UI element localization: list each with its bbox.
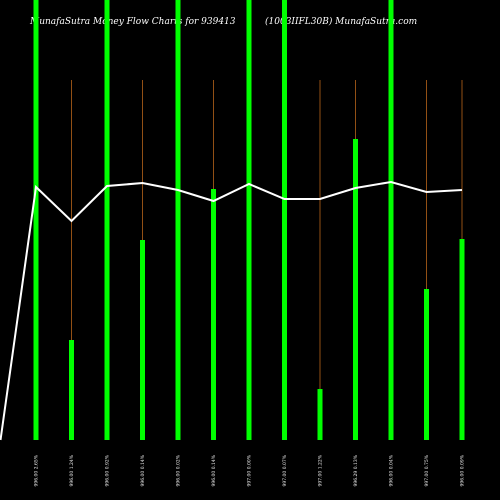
bar <box>388 0 394 440</box>
bar <box>211 189 216 440</box>
x-tick-label: 997.00 0.75% <box>424 454 430 486</box>
x-tick-label: 996.29 0.13% <box>353 454 359 486</box>
chart-title: MunafaSutra Money Flow Charts for 939413 <box>29 17 236 27</box>
x-tick-label: 996.00 0.09% <box>460 454 466 486</box>
bar <box>175 0 181 440</box>
money-flow-line <box>0 180 463 441</box>
bar <box>104 0 110 440</box>
bar <box>140 240 145 440</box>
bar <box>353 139 358 440</box>
x-tick-label: 996.00 0.92% <box>105 454 111 486</box>
bar <box>459 239 465 440</box>
chart-subtitle: (1003IIFL30B) MunafaSutra.com <box>265 16 417 27</box>
x-tick-label: 997.00 0.00% <box>247 454 253 486</box>
x-tick-label: 996.00 0.14% <box>140 454 146 486</box>
bar <box>33 0 39 440</box>
x-tick-label: 996.00 0.04% <box>389 454 395 486</box>
x-tick-label: 996.00 1.24% <box>69 454 75 486</box>
x-tick-label: 997.00 0.07% <box>282 454 288 486</box>
bar <box>282 0 287 440</box>
bar <box>317 389 323 440</box>
bar <box>246 0 252 440</box>
x-tick-label: 996.00 0.14% <box>211 454 217 486</box>
x-tick-label: 996.00 2.65% <box>34 454 40 486</box>
x-tick-label: 997.00 1.22% <box>318 454 324 486</box>
bar <box>69 340 74 440</box>
x-tick-label: 996.00 0.02% <box>176 454 182 486</box>
bar <box>424 289 429 440</box>
